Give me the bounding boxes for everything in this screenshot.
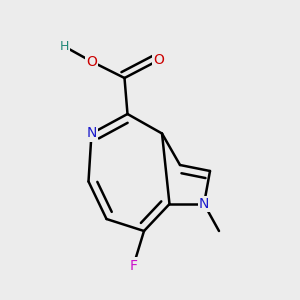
- Text: O: O: [86, 55, 97, 68]
- Text: F: F: [130, 259, 137, 272]
- Text: H: H: [60, 40, 69, 53]
- Text: N: N: [86, 127, 97, 140]
- Text: O: O: [154, 53, 164, 67]
- Text: N: N: [199, 197, 209, 211]
